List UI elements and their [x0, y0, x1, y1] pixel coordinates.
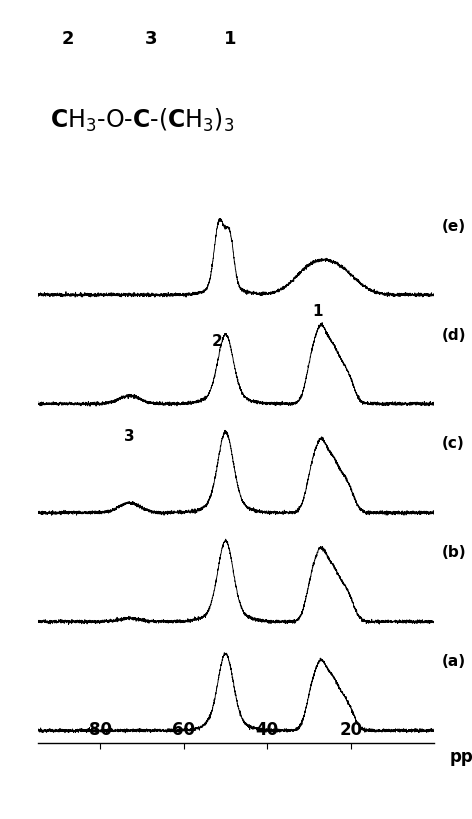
Text: $\mathbf{C}$H$_3$-O-$\mathbf{C}$-($\mathbf{C}$H$_3$)$_3$: $\mathbf{C}$H$_3$-O-$\mathbf{C}$-($\math… [50, 106, 234, 133]
Text: 2: 2 [61, 29, 74, 48]
Text: ppm: ppm [450, 747, 472, 765]
Text: (a): (a) [442, 654, 466, 668]
Text: (e): (e) [442, 219, 466, 233]
Text: 3: 3 [145, 29, 157, 48]
Text: 2: 2 [212, 334, 223, 349]
Text: 3: 3 [124, 428, 135, 443]
Text: (b): (b) [442, 545, 467, 559]
Text: 1: 1 [224, 29, 236, 48]
Text: (c): (c) [442, 436, 465, 451]
Text: 1: 1 [312, 303, 323, 319]
Text: (d): (d) [442, 327, 467, 342]
